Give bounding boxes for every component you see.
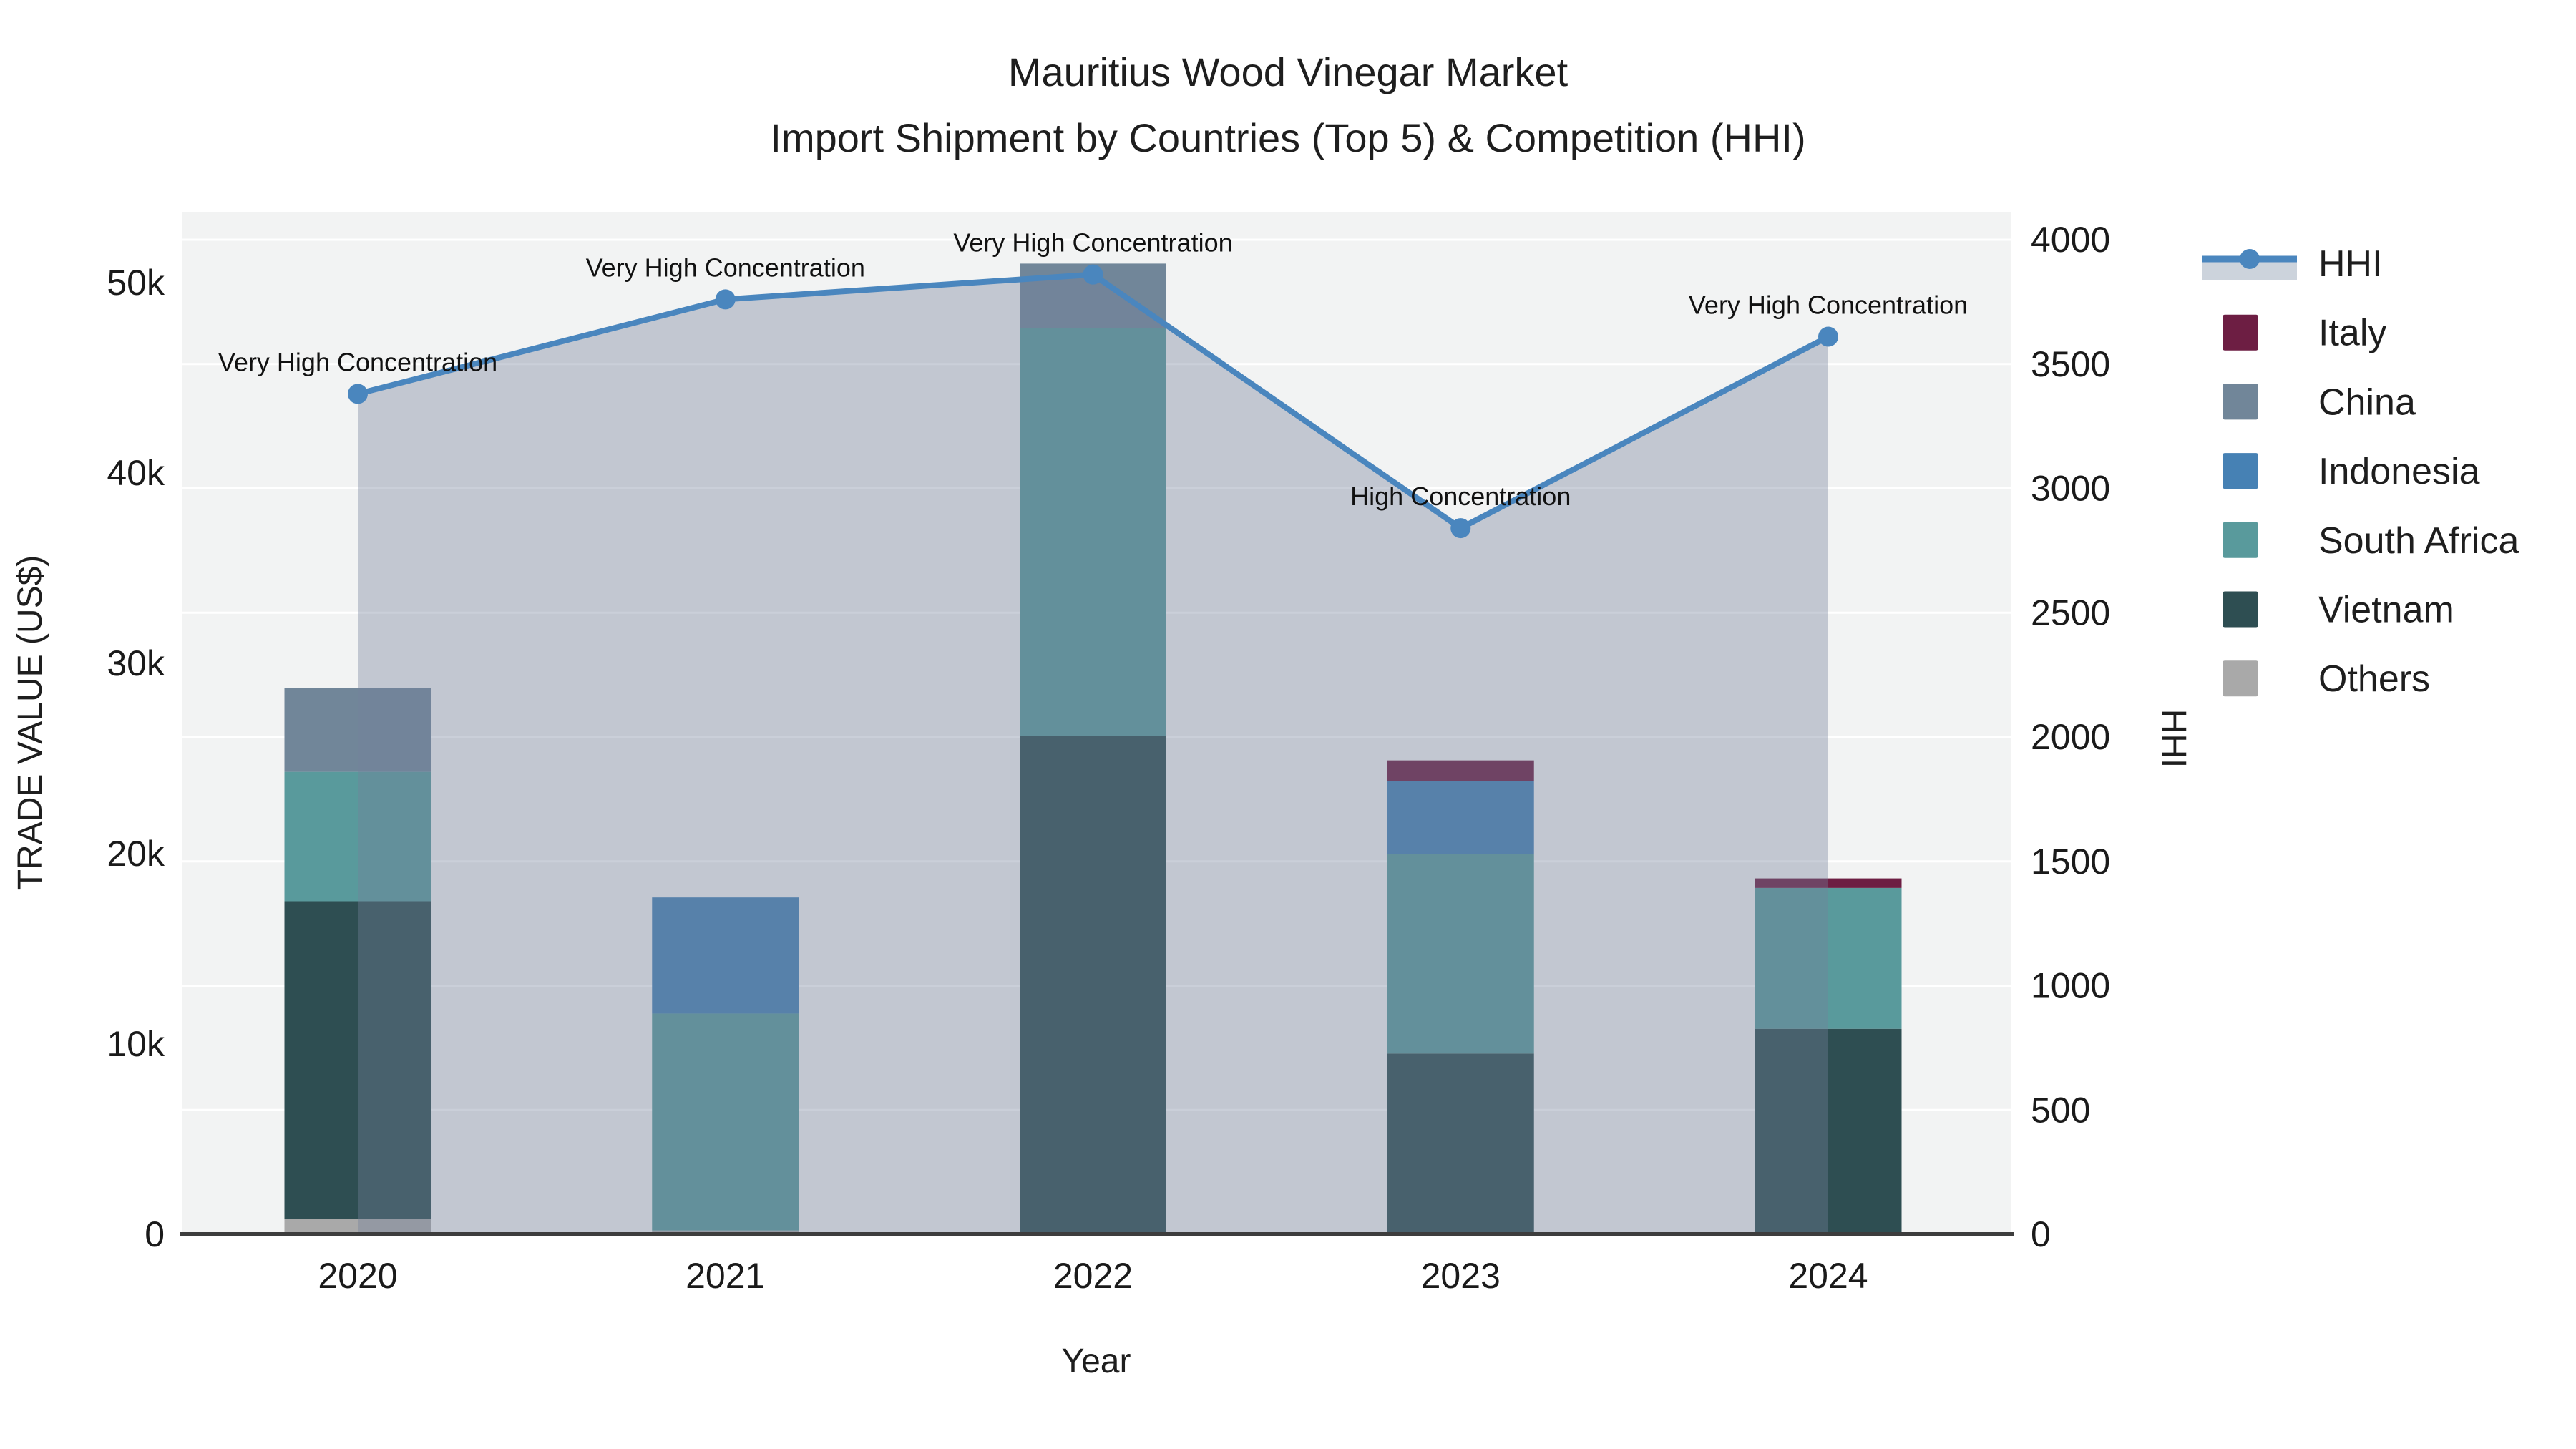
chart-title-line1: Mauritius Wood Vinegar Market xyxy=(1008,49,1568,94)
annotation-2020: Very High Concentration xyxy=(218,347,497,376)
legend-item-italy[interactable]: Italy xyxy=(2223,313,2386,354)
hhi-marker-2024 xyxy=(1818,326,1838,347)
legend-label-vietnam: Vietnam xyxy=(2318,590,2454,631)
y-left-tick-0: 0 xyxy=(145,1214,165,1254)
legend-label-indonesia: Indonesia xyxy=(2318,451,2480,492)
legend-item-indonesia[interactable]: Indonesia xyxy=(2223,451,2480,492)
legend-swatch-indonesia xyxy=(2223,453,2258,489)
bar-segment-indonesia-2023 xyxy=(1387,781,1534,854)
annotations-layer: Very High Concentration Very High Concent… xyxy=(218,228,1968,511)
legend: HHI Italy China Indonesia South Africa Vietna… xyxy=(2202,243,2519,700)
bar-segment-vietnam-2023 xyxy=(1387,1053,1534,1234)
hhi-marker-2023 xyxy=(1450,518,1471,539)
bar-segment-south-africa-2023 xyxy=(1387,854,1534,1054)
legend-item-china[interactable]: China xyxy=(2223,381,2416,423)
y-right-tick-3500: 3500 xyxy=(2031,344,2110,384)
legend-swatch-italy xyxy=(2223,314,2258,351)
hhi-marker-2020 xyxy=(348,384,368,404)
legend-swatch-others xyxy=(2223,660,2258,697)
bar-segment-south-africa-2024 xyxy=(1755,887,1902,1029)
y-right-tick-1000: 1000 xyxy=(2031,966,2110,1006)
hhi-line-layer xyxy=(348,264,1838,539)
bar-segment-vietnam-2022 xyxy=(1020,736,1166,1234)
axes-layer: 0 10k 20k 30k 40k 50k 0 500 1000 1500 2000 2500 3000… xyxy=(107,220,2110,1296)
legend-swatch-vietnam xyxy=(2223,591,2258,628)
x-tick-2023: 2023 xyxy=(1421,1256,1501,1296)
y-right-tick-3000: 3000 xyxy=(2031,469,2110,509)
y-left-axis-title: TRADE VALUE (US$) xyxy=(11,555,49,891)
bar-segment-italy-2023 xyxy=(1387,760,1534,781)
y-left-tick-30k: 30k xyxy=(107,643,165,683)
y-left-tick-50k: 50k xyxy=(107,263,165,303)
y-right-tick-500: 500 xyxy=(2031,1090,2090,1130)
bar-segment-italy-2024 xyxy=(1755,878,1902,888)
x-tick-2021: 2021 xyxy=(686,1256,765,1296)
annotation-2021: Very High Concentration xyxy=(586,253,865,282)
y-right-axis-title: HHI xyxy=(2155,709,2192,769)
legend-swatch-south-africa xyxy=(2223,522,2258,558)
legend-label-italy: Italy xyxy=(2318,313,2386,354)
legend-item-hhi[interactable]: HHI xyxy=(2202,243,2383,285)
legend-item-south-africa[interactable]: South Africa xyxy=(2223,520,2519,562)
bar-segment-others-2020 xyxy=(284,1219,431,1234)
stacked-bars-layer xyxy=(284,263,1902,1234)
bar-segment-south-africa-2020 xyxy=(284,771,431,902)
annotation-2022: Very High Concentration xyxy=(953,228,1232,258)
bar-segment-south-africa-2021 xyxy=(652,1013,799,1231)
legend-label-south-africa: South Africa xyxy=(2318,520,2519,562)
hhi-area-layer xyxy=(358,274,1828,1234)
legend-label-hhi: HHI xyxy=(2318,243,2383,285)
legend-label-china: China xyxy=(2318,381,2416,423)
y-left-tick-10k: 10k xyxy=(107,1024,165,1064)
bar-segment-vietnam-2020 xyxy=(284,901,431,1219)
legend-hhi-marker-icon xyxy=(2240,249,2260,269)
bar-segment-indonesia-2021 xyxy=(652,897,799,1014)
annotation-2023: High Concentration xyxy=(1350,482,1571,511)
hhi-marker-2021 xyxy=(715,289,736,310)
y-right-tick-1500: 1500 xyxy=(2031,841,2110,882)
y-left-tick-40k: 40k xyxy=(107,453,165,493)
chart-title-line2: Import Shipment by Countries (Top 5) & C… xyxy=(770,115,1805,160)
bar-segment-vietnam-2024 xyxy=(1755,1028,1902,1234)
annotation-2024: Very High Concentration xyxy=(1689,291,1968,320)
y-left-tick-20k: 20k xyxy=(107,834,165,874)
y-right-tick-4000: 4000 xyxy=(2031,220,2110,260)
x-tick-2020: 2020 xyxy=(318,1256,397,1296)
hhi-marker-2022 xyxy=(1083,264,1103,285)
bar-segment-south-africa-2022 xyxy=(1020,328,1166,736)
x-tick-2022: 2022 xyxy=(1053,1256,1133,1296)
y-right-tick-2500: 2500 xyxy=(2031,592,2110,633)
hhi-area-fill xyxy=(358,274,1828,1234)
legend-item-others[interactable]: Others xyxy=(2223,658,2430,700)
x-tick-2024: 2024 xyxy=(1788,1256,1868,1296)
legend-swatch-china xyxy=(2223,384,2258,420)
y-right-tick-0: 0 xyxy=(2031,1214,2051,1254)
x-axis-title: Year xyxy=(1062,1342,1131,1380)
legend-label-others: Others xyxy=(2318,658,2430,700)
y-right-tick-2000: 2000 xyxy=(2031,717,2110,757)
legend-item-vietnam[interactable]: Vietnam xyxy=(2223,590,2454,631)
bar-segment-china-2020 xyxy=(284,688,431,772)
